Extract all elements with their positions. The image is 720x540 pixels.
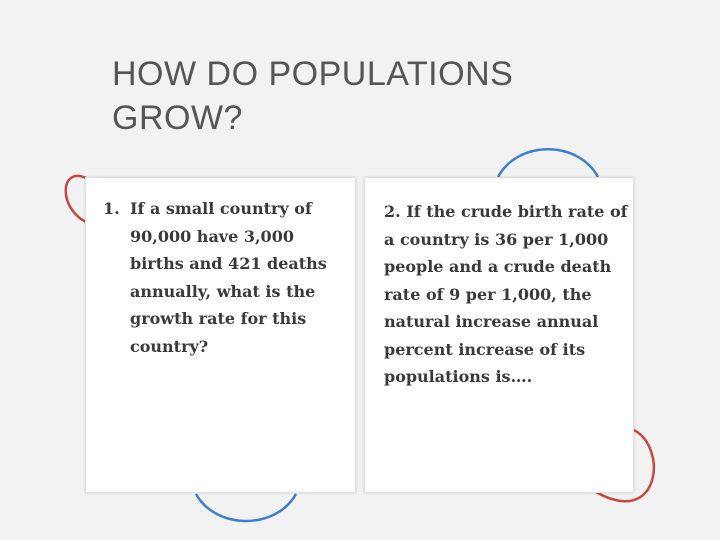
question-1-text: If a small country of 90,000 have 3,000 … [130,199,327,356]
slide-title-line-2: GROW? [112,99,243,137]
question-card-1: 1. If a small country of 90,000 have 3,0… [85,177,356,493]
blue-arc-top [496,148,600,178]
blue-arc-bottom [194,493,298,523]
slide-title: HOW DO POPULATIONS GROW? [112,52,592,140]
question-2-text: 2. If the crude birth rate of a country … [384,202,628,386]
question-1-number: 1. [103,199,120,218]
slide-title-line-1: HOW DO POPULATIONS [112,55,514,93]
red-arc-right [595,428,655,503]
question-card-2: 2. If the crude birth rate of a country … [364,177,634,493]
red-arc-left [64,174,87,224]
